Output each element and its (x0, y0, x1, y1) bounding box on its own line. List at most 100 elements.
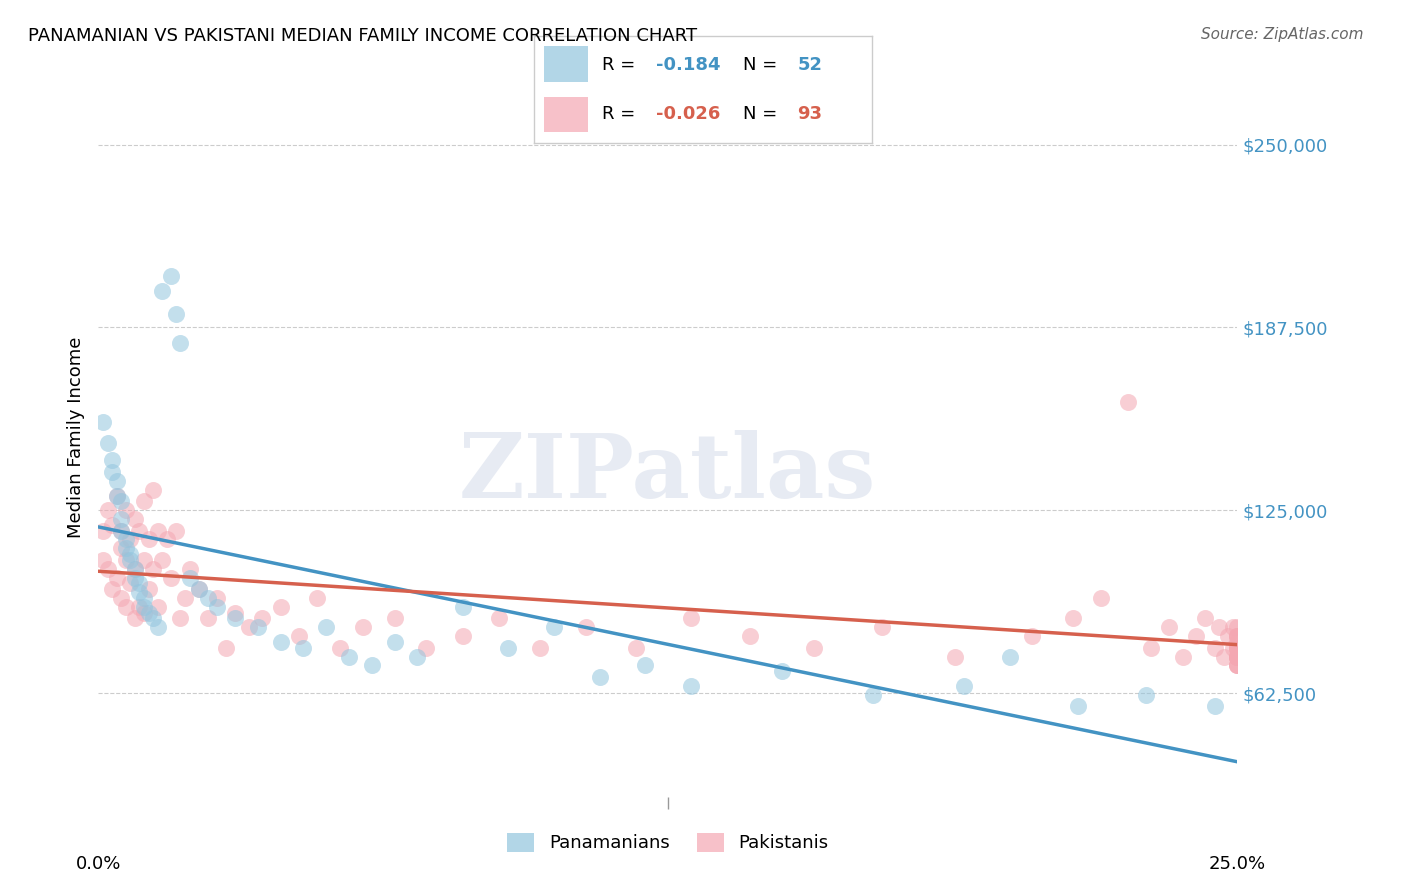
Point (120, 547, 142, 561)
Point (105, 474, 128, 488)
Point (224, 611, 246, 625)
Point (1226, 658, 1249, 673)
Point (187, 582, 209, 597)
Point (138, 533, 160, 547)
Point (870, 620, 893, 634)
Point (238, 620, 260, 634)
Point (1226, 649, 1249, 664)
Point (128, 524, 150, 538)
Point (498, 640, 520, 655)
Point (169, 611, 191, 625)
Point (91, 416, 114, 430)
Point (1226, 629, 1249, 643)
Point (174, 591, 197, 605)
Point (160, 570, 183, 584)
Point (862, 688, 884, 702)
Point (110, 512, 132, 526)
Point (114, 533, 136, 547)
Point (679, 679, 702, 693)
Point (406, 649, 429, 664)
Text: N =: N = (744, 55, 783, 73)
Point (1090, 591, 1112, 605)
Point (1157, 620, 1180, 634)
Point (96, 562, 118, 576)
Point (543, 620, 565, 634)
Point (1062, 611, 1084, 625)
Point (165, 307, 187, 321)
Point (588, 670, 610, 684)
Point (128, 585, 150, 599)
Bar (544, 96, 588, 132)
Text: 0.0%: 0.0% (76, 855, 121, 873)
Point (120, 576, 142, 591)
Point (488, 611, 510, 625)
Text: 25.0%: 25.0% (1209, 855, 1265, 873)
Point (105, 489, 128, 503)
Text: -0.026: -0.026 (655, 105, 720, 123)
Point (110, 541, 132, 556)
Point (114, 553, 136, 567)
Point (1226, 640, 1249, 655)
Point (451, 599, 474, 614)
Point (384, 611, 406, 625)
Point (292, 640, 315, 655)
Point (150, 284, 173, 298)
Point (1212, 649, 1234, 664)
Point (1226, 620, 1249, 634)
Point (634, 658, 657, 673)
Point (101, 582, 124, 597)
Y-axis label: Median Family Income: Median Family Income (66, 336, 84, 538)
Point (1226, 640, 1249, 655)
Point (124, 562, 146, 576)
Point (953, 679, 976, 693)
Point (128, 599, 150, 614)
Point (160, 269, 183, 284)
Point (132, 599, 155, 614)
Point (91, 524, 114, 538)
Point (110, 591, 132, 605)
Point (252, 611, 274, 625)
Point (179, 570, 201, 584)
Point (624, 640, 647, 655)
Point (110, 524, 132, 538)
Point (1021, 629, 1043, 643)
Point (770, 664, 793, 678)
Point (1204, 699, 1226, 714)
Point (96, 436, 118, 450)
Point (124, 512, 146, 526)
Point (329, 640, 352, 655)
Point (270, 599, 292, 614)
Point (246, 620, 269, 634)
Point (96, 503, 118, 517)
Point (205, 599, 228, 614)
Point (124, 570, 146, 584)
Text: 93: 93 (797, 105, 823, 123)
Point (1116, 395, 1139, 409)
Point (215, 640, 238, 655)
Point (179, 562, 201, 576)
Point (270, 635, 292, 649)
Point (124, 562, 146, 576)
Point (1139, 640, 1161, 655)
Point (1204, 640, 1226, 655)
Point (114, 599, 136, 614)
Point (110, 494, 132, 508)
Point (101, 465, 124, 479)
Text: R =: R = (602, 55, 641, 73)
Point (142, 562, 165, 576)
Legend: Panamanians, Pakistanis: Panamanians, Pakistanis (501, 826, 835, 860)
Point (352, 620, 374, 634)
Point (1067, 699, 1090, 714)
Point (1218, 629, 1240, 643)
Point (120, 553, 142, 567)
Text: Source: ZipAtlas.com: Source: ZipAtlas.com (1201, 27, 1364, 42)
Point (1226, 629, 1249, 643)
Point (1226, 649, 1249, 664)
Point (132, 553, 155, 567)
Point (91, 553, 114, 567)
Point (1226, 629, 1249, 643)
Text: 52: 52 (797, 55, 823, 73)
Point (110, 524, 132, 538)
Point (132, 591, 155, 605)
Point (360, 658, 382, 673)
